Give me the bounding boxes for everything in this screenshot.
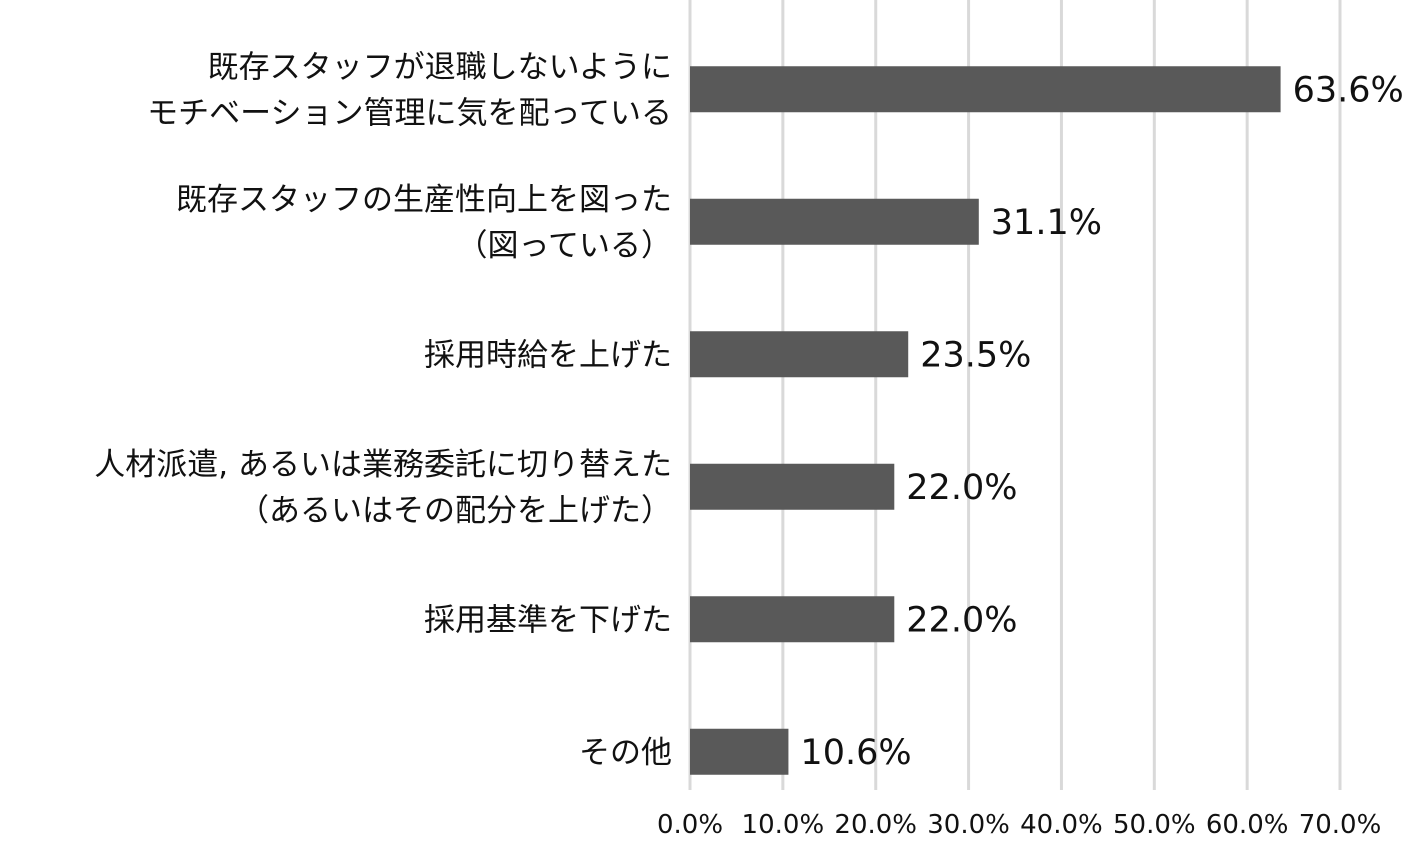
category-label: モチベーション管理に気を配っている [147, 95, 672, 131]
bar [690, 331, 909, 378]
category-label: 採用時給を上げた [424, 337, 672, 373]
x-tick-label: 60.0% [1206, 810, 1289, 840]
x-tick-label: 30.0% [927, 810, 1010, 840]
x-tick-label: 20.0% [834, 810, 917, 840]
data-label: 23.5% [920, 335, 1031, 375]
x-tick-label: 0.0% [657, 810, 723, 840]
bar [690, 728, 789, 775]
category-label: 採用基準を下げた [424, 602, 672, 638]
bar-layer [690, 66, 1281, 775]
x-tick-label: 70.0% [1299, 810, 1382, 840]
category-label: （あるいはその配分を上げた） [238, 493, 672, 529]
bar [690, 596, 895, 643]
label-layer: 0.0% 10.0% 20.0% 30.0% 40.0% 50.0% 60.0% 70.0% 6… [94, 49, 1403, 840]
bar [690, 66, 1281, 113]
category-label: その他 [579, 735, 672, 771]
x-tick-label: 40.0% [1020, 810, 1103, 840]
grid-layer [688, 0, 1342, 790]
bar [690, 463, 895, 510]
category-label: 人材派遣, あるいは業務委託に切り替えた [94, 447, 672, 483]
x-tick-label: 10.0% [742, 810, 825, 840]
data-label: 63.6% [1293, 70, 1404, 110]
data-label: 10.6% [800, 733, 911, 773]
data-label: 22.0% [906, 468, 1017, 508]
x-tick-label: 50.0% [1113, 810, 1196, 840]
data-label: 22.0% [906, 600, 1017, 640]
category-label: 既存スタッフが退職しないように [208, 49, 672, 85]
bar [690, 198, 979, 245]
category-label: 既存スタッフの生産性向上を図った [176, 182, 672, 218]
data-label: 31.1% [991, 203, 1102, 243]
category-label: （図っている） [457, 228, 672, 264]
